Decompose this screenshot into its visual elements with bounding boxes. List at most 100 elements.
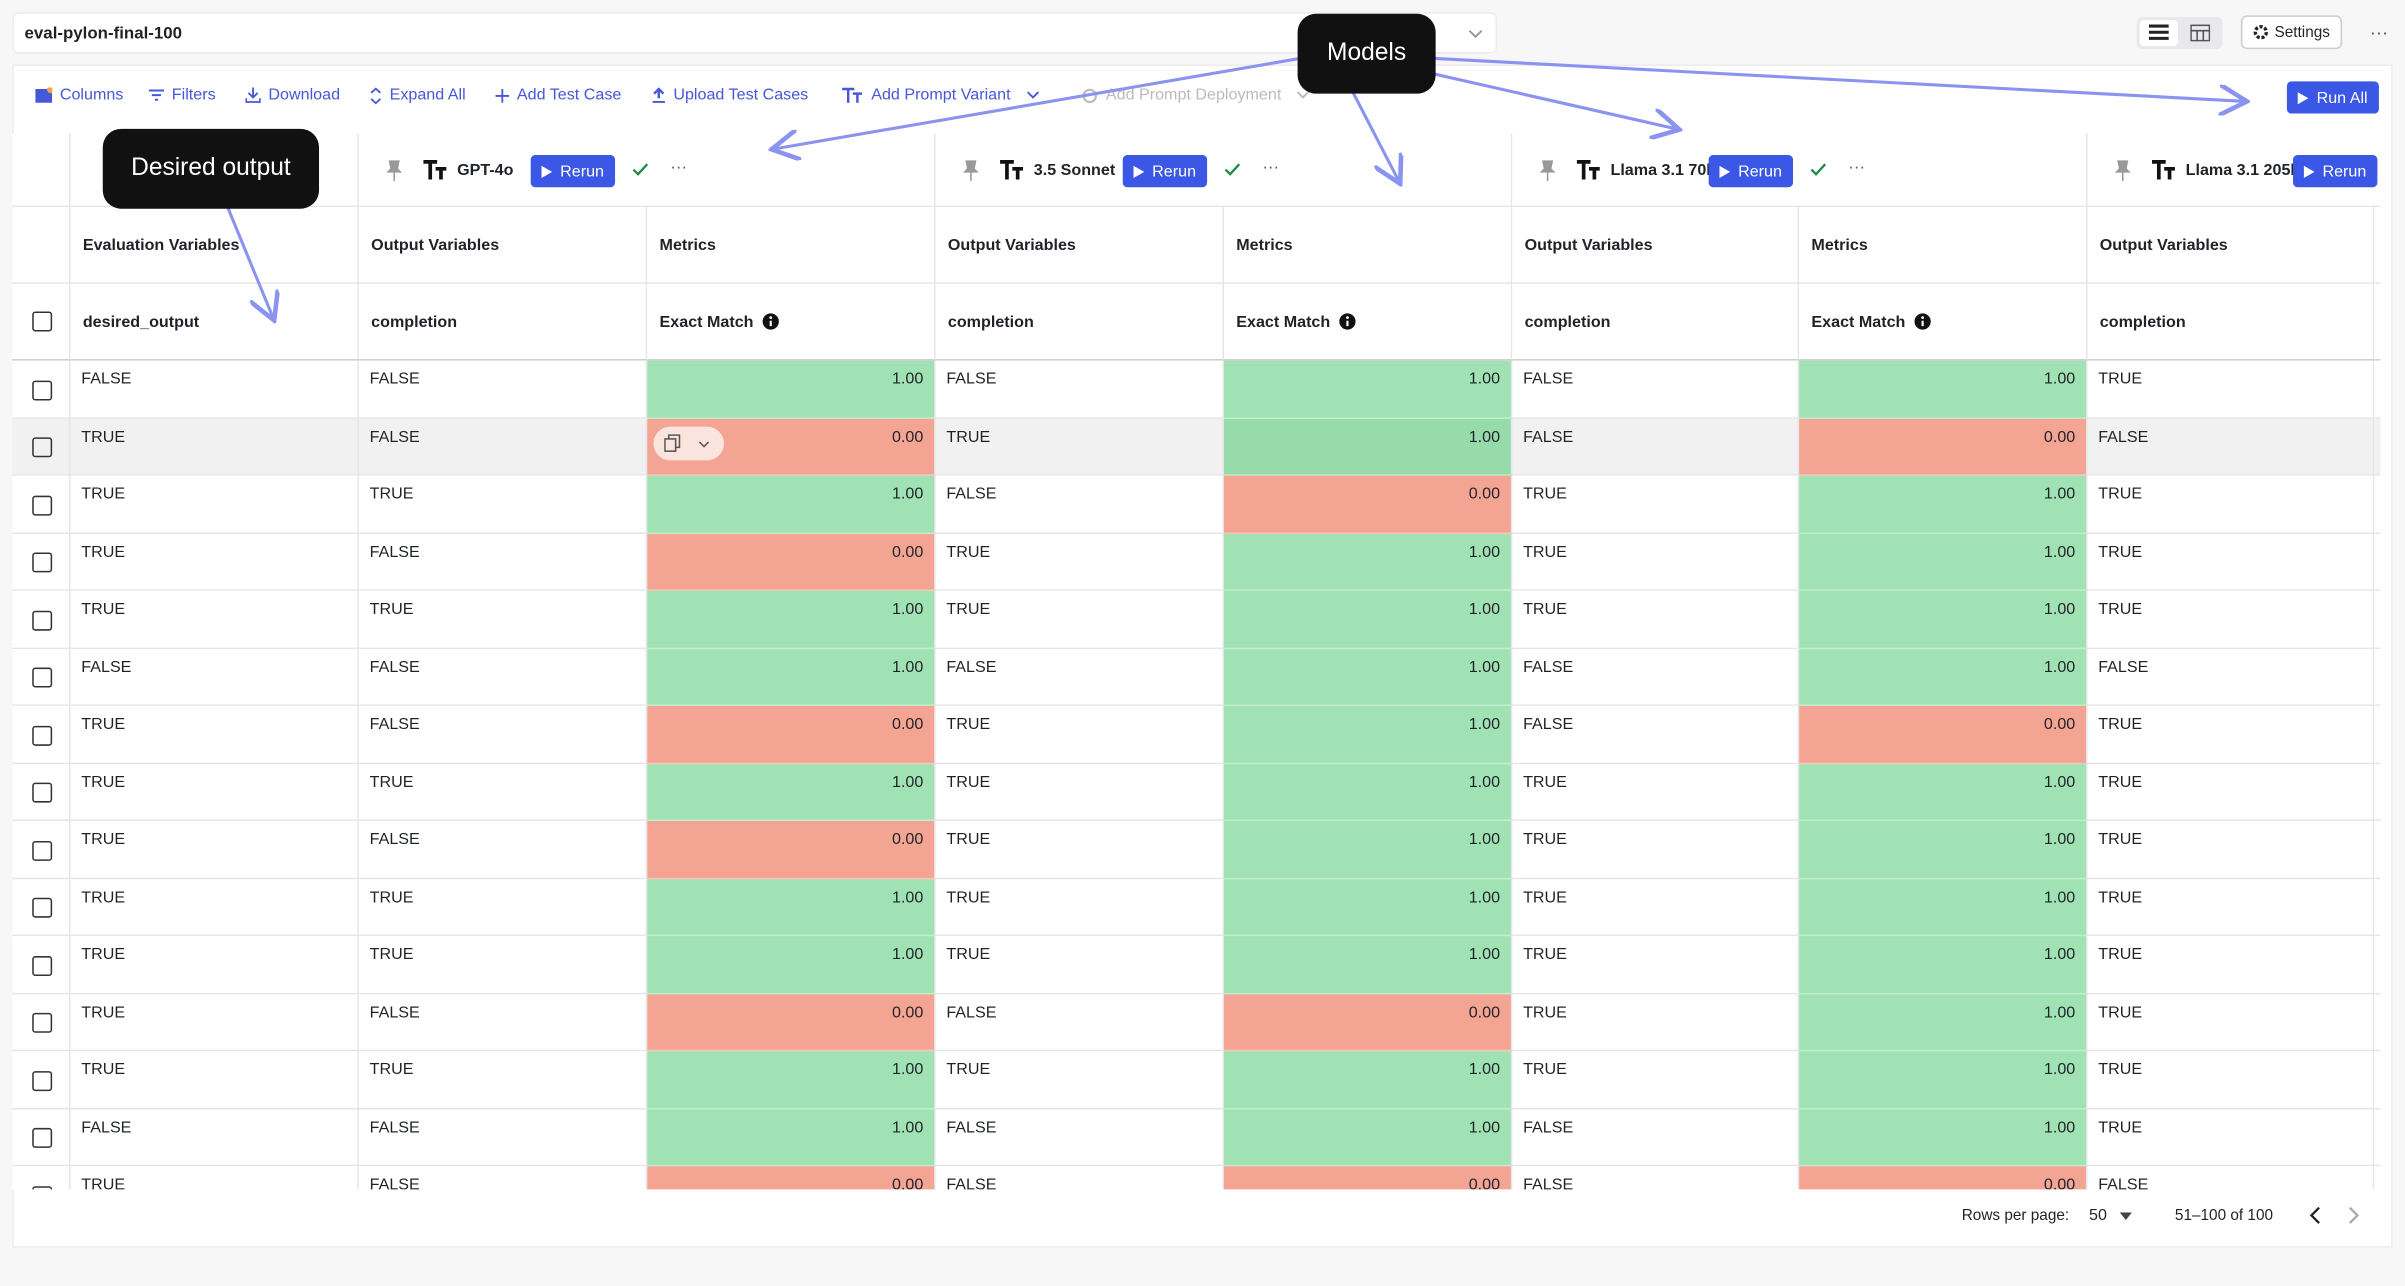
desired-value: TRUE bbox=[81, 830, 126, 849]
models-annotation: Models bbox=[1297, 13, 1436, 94]
completion-value: TRUE bbox=[946, 945, 991, 964]
toolbar-button[interactable]: Add Prompt Variant bbox=[842, 86, 1040, 104]
info-icon[interactable] bbox=[763, 313, 780, 330]
completion-cell: FALSE bbox=[2087, 1166, 2375, 1190]
row-checkbox[interactable] bbox=[32, 610, 53, 631]
metric-cell bbox=[2374, 878, 2381, 937]
info-icon[interactable] bbox=[1914, 313, 1932, 330]
run-all-button[interactable]: Run All bbox=[2286, 81, 2379, 114]
column-menu[interactable]: ··· bbox=[670, 158, 688, 177]
row-checkbox[interactable] bbox=[32, 495, 53, 516]
row-checkbox[interactable] bbox=[32, 725, 53, 746]
metric-value: 1.00 bbox=[2043, 1117, 2076, 1137]
metric-cell: 0.00 bbox=[647, 821, 936, 879]
completion-cell: TRUE bbox=[2087, 878, 2375, 937]
title-bar: eval-pylon-final-100 bbox=[12, 12, 1497, 54]
completion-value: FALSE bbox=[1523, 1117, 1574, 1137]
row-checkbox[interactable] bbox=[32, 898, 53, 919]
desired-cell: TRUE bbox=[70, 878, 359, 937]
toolbar-button[interactable]: Filters bbox=[148, 86, 216, 104]
desired-cell: TRUE bbox=[70, 418, 359, 476]
desired-cell: TRUE bbox=[70, 1166, 359, 1190]
completion-value: FALSE bbox=[2098, 657, 2149, 676]
completion-value: FALSE bbox=[2098, 427, 2149, 446]
more-menu[interactable]: ··· bbox=[2369, 21, 2389, 43]
row-checkbox[interactable] bbox=[32, 1070, 53, 1091]
view-toggle[interactable] bbox=[2136, 16, 2223, 50]
rerun-button[interactable]: Rerun bbox=[1122, 154, 1208, 188]
rows-per-page-select[interactable]: 50 bbox=[2089, 1206, 2132, 1225]
toolbar-button[interactable]: Upload Test Cases bbox=[652, 86, 808, 104]
metric-cell bbox=[2374, 1108, 2381, 1167]
info-icon[interactable] bbox=[1339, 313, 1357, 330]
completion-value: FALSE bbox=[946, 369, 997, 389]
toolbar-button[interactable]: Download bbox=[245, 86, 340, 104]
model-header: Llama 3.1 70b Rerun ··· bbox=[1512, 133, 2088, 208]
completion-value: TRUE bbox=[946, 542, 991, 561]
toolbar-button[interactable]: Expand All bbox=[370, 86, 466, 104]
row-checkbox[interactable] bbox=[32, 783, 53, 803]
completion-cell: TRUE bbox=[358, 936, 648, 994]
desired-cell: TRUE bbox=[70, 763, 359, 822]
copy-chip[interactable] bbox=[653, 425, 724, 460]
rerun-button[interactable]: Rerun bbox=[1708, 154, 1794, 188]
row-checkbox[interactable] bbox=[32, 955, 53, 976]
metric-cell: 1.00 bbox=[1799, 936, 2088, 994]
row-checkbox[interactable] bbox=[32, 1013, 53, 1034]
toolbar-button[interactable]: Add Prompt Deployment bbox=[1081, 86, 1310, 104]
completion-cell: TRUE bbox=[935, 1051, 1224, 1109]
completion-cell: FALSE bbox=[1512, 1166, 1800, 1190]
metric-cell bbox=[2374, 590, 2381, 649]
rerun-button[interactable]: Rerun bbox=[530, 154, 616, 188]
select-all-checkbox[interactable] bbox=[32, 311, 53, 332]
toolbar-button[interactable]: Add Test Case bbox=[495, 86, 621, 104]
metric-value: 0.00 bbox=[892, 1175, 924, 1194]
metric-cell bbox=[2374, 705, 2381, 764]
group-header: Output Variables bbox=[358, 207, 648, 284]
row-checkbox[interactable] bbox=[32, 1185, 53, 1190]
row-checkbox[interactable] bbox=[32, 840, 53, 861]
metric-cell: 1.00 bbox=[647, 763, 936, 822]
metric-cell: 1.00 bbox=[1223, 590, 1513, 649]
completion-value: TRUE bbox=[946, 887, 991, 907]
completion-cell: TRUE bbox=[358, 475, 648, 534]
completion-value: TRUE bbox=[2098, 945, 2143, 964]
column-menu[interactable]: ··· bbox=[1262, 158, 1280, 177]
page-arrows[interactable] bbox=[2307, 1206, 2368, 1224]
dropdown-icon[interactable] bbox=[1468, 28, 1483, 40]
row-select-cell bbox=[12, 821, 71, 879]
metric-cell: 1.00 bbox=[647, 360, 936, 419]
row-checkbox[interactable] bbox=[32, 380, 53, 401]
rerun-button[interactable]: Rerun bbox=[2293, 154, 2378, 188]
column-menu[interactable]: ··· bbox=[1848, 158, 1866, 177]
metric-value: 1.00 bbox=[1468, 1117, 1501, 1137]
metric-value: 0.00 bbox=[1468, 484, 1501, 504]
completion-cell: FALSE bbox=[1512, 705, 1800, 764]
metric-cell: 1.00 bbox=[1799, 648, 2088, 706]
row-checkbox[interactable] bbox=[32, 437, 53, 458]
completion-value: TRUE bbox=[1523, 1060, 1567, 1079]
completion-cell: TRUE bbox=[935, 821, 1224, 879]
completion-cell: FALSE bbox=[358, 533, 648, 591]
desired-value: TRUE bbox=[81, 484, 126, 504]
completion-value: TRUE bbox=[2098, 542, 2143, 561]
metric-value: 0.00 bbox=[892, 1002, 924, 1022]
metric-cell: 1.00 bbox=[1799, 590, 2088, 649]
metric-cell: 1.00 bbox=[1223, 1051, 1513, 1109]
metric-value: 1.00 bbox=[1468, 657, 1501, 676]
completion-cell: TRUE bbox=[1512, 590, 1800, 649]
row-checkbox[interactable] bbox=[32, 552, 53, 573]
metric-value: 1.00 bbox=[892, 772, 924, 792]
row-checkbox[interactable] bbox=[32, 1128, 53, 1149]
desired-value: FALSE bbox=[81, 369, 132, 389]
row-select-cell bbox=[12, 705, 71, 764]
completion-value: TRUE bbox=[369, 1060, 414, 1079]
settings-button[interactable]: Settings bbox=[2240, 15, 2343, 50]
row-checkbox[interactable] bbox=[32, 667, 53, 688]
desired-cell: FALSE bbox=[70, 1108, 359, 1167]
model-header: GPT-4o Rerun ··· bbox=[358, 133, 936, 208]
column-header: desired_output bbox=[70, 283, 359, 361]
toolbar-button[interactable]: Columns bbox=[35, 86, 123, 104]
group-header: Output Variables bbox=[1512, 207, 1800, 284]
metric-value: 0.00 bbox=[892, 715, 924, 734]
